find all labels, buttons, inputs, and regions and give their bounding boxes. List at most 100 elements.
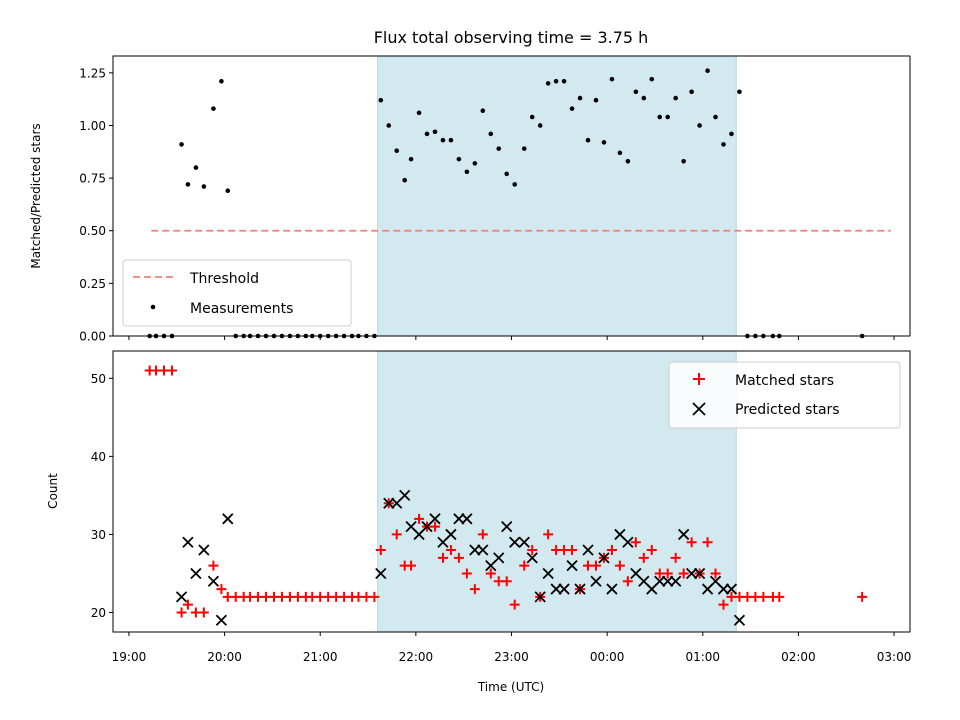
measurement-point: [633, 89, 639, 95]
measurement-point: [665, 114, 671, 120]
measurement-point: [697, 123, 702, 128]
predicted-star-point: [445, 528, 457, 541]
legend-measurements-swatch: [150, 304, 156, 310]
panel-top-y-tick-label: 1.00: [79, 119, 106, 133]
measurement-point: [545, 81, 551, 86]
panel-top-y-tick-label: 0.75: [79, 172, 106, 186]
predicted-star-point: [501, 520, 513, 533]
predicted-star-point: [469, 544, 481, 556]
measurement-point: [729, 131, 734, 137]
predicted-star-point: [550, 583, 562, 595]
matched-star-point: [182, 599, 193, 610]
measurement-point: [529, 114, 535, 120]
predicted-star-point: [518, 536, 530, 548]
legend-matched-swatch: [693, 373, 705, 385]
measurement-point: [440, 137, 446, 143]
legend-predicted-swatch: [692, 402, 706, 416]
matched-star-point: [208, 560, 219, 571]
matched-star-point: [774, 591, 785, 602]
matched-star-point: [614, 560, 625, 571]
matched-star-point: [477, 529, 488, 540]
matched-star-point: [622, 576, 633, 587]
predicted-star-point: [566, 560, 578, 572]
x-tick-label: 00:00: [590, 650, 625, 664]
predicted-star-point: [590, 575, 602, 587]
measurement-point: [561, 78, 567, 84]
measurement-point: [689, 89, 694, 95]
measurement-point: [577, 95, 583, 101]
bottom-legend: Matched stars Predicted stars: [668, 361, 901, 429]
predicted-star-point: [725, 583, 738, 595]
measurement-point: [721, 142, 726, 147]
matched-star-point: [469, 584, 480, 595]
matched-star-point: [678, 568, 689, 579]
predicted-star-point: [670, 575, 682, 587]
matched-star-point: [606, 545, 617, 556]
measurement-point: [416, 110, 422, 116]
measurement-point: [225, 188, 231, 194]
predicted-star-point: [509, 536, 521, 548]
chart-title: Flux total observing time = 3.75 h: [374, 28, 649, 47]
predicted-star-point: [222, 513, 234, 525]
measurement-point: [408, 156, 414, 162]
measurement-point: [424, 131, 430, 137]
measurement-point: [641, 95, 647, 101]
predicted-star-point: [453, 513, 465, 525]
measurement-point: [472, 161, 478, 166]
measurement-point: [496, 146, 502, 151]
matched-star-point: [710, 568, 721, 579]
measurement-point: [185, 182, 191, 187]
legend-predicted-label: Predicted stars: [735, 402, 840, 418]
legend-matched-label: Matched stars: [735, 373, 834, 389]
matched-star-point: [375, 545, 386, 556]
measurement-point: [201, 184, 207, 189]
predicted-star-point: [399, 489, 411, 502]
matched-star-point: [509, 599, 520, 610]
predicted-star-point: [207, 575, 220, 587]
measurement-point: [649, 76, 655, 82]
measurement-point: [488, 131, 494, 137]
matched-star-point: [567, 545, 578, 556]
top-legend-box: [122, 259, 352, 327]
x-tick-label: 02:00: [781, 650, 816, 664]
predicted-star-point: [598, 552, 610, 564]
matched-star-point: [198, 607, 209, 618]
predicted-star-point: [582, 544, 594, 556]
measurement-point: [504, 171, 510, 177]
measurement-point: [193, 165, 199, 170]
x-tick-label: 20:00: [207, 650, 242, 664]
predicted-star-point: [375, 567, 387, 580]
predicted-star-point: [198, 544, 210, 556]
panel-top-y-tick-label: 0.50: [79, 224, 106, 238]
matched-star-point: [646, 545, 657, 556]
predicted-star-point: [733, 614, 746, 626]
measurement-point: [512, 182, 517, 187]
matched-star-point: [857, 591, 868, 602]
matched-star-point: [686, 537, 697, 548]
measurement-point: [179, 142, 184, 147]
measurement-point: [432, 129, 438, 135]
matched-star-point: [369, 591, 380, 602]
predicted-star-point: [190, 567, 202, 580]
measurement-point: [521, 146, 527, 151]
x-axis-label: Time (UTC): [477, 680, 544, 694]
measurement-point: [219, 78, 224, 84]
matched-star-point: [527, 545, 538, 556]
predicted-star-point: [477, 544, 489, 556]
matched-star-point: [485, 568, 496, 579]
measurement-point: [553, 78, 559, 84]
matched-star-point: [176, 607, 187, 618]
predicted-star-point: [685, 567, 698, 580]
measurement-point: [211, 106, 216, 111]
matched-star-point: [453, 552, 464, 563]
predicted-star-point: [429, 513, 441, 525]
x-tick-label: 21:00: [303, 650, 338, 664]
matched-star-point: [543, 529, 554, 540]
matched-star-point: [461, 568, 472, 579]
predicted-star-point: [622, 536, 634, 548]
predicted-star-point: [493, 552, 505, 564]
matched-star-point: [216, 584, 227, 595]
matched-star-point: [590, 560, 601, 571]
panel-top-y-tick-label: 0.00: [79, 330, 106, 344]
